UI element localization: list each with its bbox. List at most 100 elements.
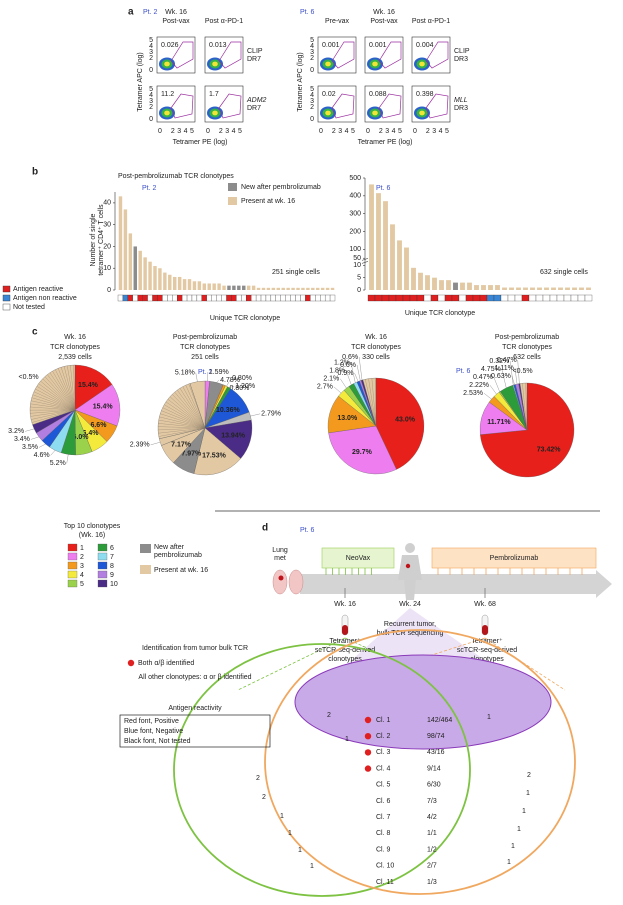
slice-divider bbox=[179, 388, 206, 429]
neovax-box bbox=[321, 547, 395, 569]
bar bbox=[182, 279, 187, 290]
bar bbox=[418, 272, 423, 290]
slice-divider bbox=[371, 378, 377, 427]
bar bbox=[133, 246, 137, 290]
reactivity-cell bbox=[500, 294, 509, 302]
slice-divider bbox=[55, 369, 76, 411]
panel-label: c bbox=[32, 327, 38, 338]
wk16-set bbox=[173, 643, 471, 897]
slice-divider bbox=[63, 366, 76, 411]
set-count: 1 bbox=[288, 830, 292, 837]
bar bbox=[411, 267, 416, 290]
bar bbox=[148, 261, 152, 290]
cone-label: clonotypes bbox=[328, 656, 362, 663]
reactivity-cell bbox=[451, 294, 460, 302]
set-count: 1 bbox=[345, 736, 349, 743]
reactivity-cell bbox=[493, 294, 502, 302]
set-count: 1 bbox=[298, 847, 302, 854]
slice-label: 7.97% bbox=[181, 451, 202, 458]
bar bbox=[291, 287, 295, 290]
pie-title: Wk. 16 bbox=[64, 334, 86, 341]
reactivity-cell bbox=[147, 294, 153, 302]
y-tick-label: 0 bbox=[149, 67, 153, 74]
reactivity-cell bbox=[374, 294, 383, 302]
annotation: <0.5% bbox=[19, 374, 39, 381]
row-label: DR3 bbox=[454, 105, 468, 112]
bar bbox=[390, 224, 395, 290]
phase-label: NeoVax bbox=[346, 555, 371, 562]
set-count: 2 bbox=[262, 794, 266, 801]
leader-line bbox=[216, 379, 220, 383]
x-tick-label: 5 bbox=[445, 128, 449, 135]
clonotype-counts: 1/3 bbox=[427, 879, 437, 886]
bar bbox=[237, 285, 241, 290]
both-chains-dot bbox=[127, 659, 135, 667]
slice-divider bbox=[167, 399, 206, 429]
bar bbox=[453, 282, 458, 290]
x-tick-label: 4 bbox=[392, 128, 396, 135]
legend-label: All other clonotypes: α or β identified bbox=[138, 674, 251, 681]
x-tick-label: 4 bbox=[184, 128, 188, 135]
slice-divider bbox=[70, 365, 76, 411]
legend-label: pembrolizumab bbox=[154, 552, 202, 559]
bar bbox=[281, 287, 285, 290]
bar bbox=[158, 268, 162, 290]
bar bbox=[565, 287, 570, 290]
clonotype-name: Cl. 8 bbox=[376, 830, 391, 837]
reactivity-cell bbox=[265, 294, 272, 302]
slice-label: 15.4% bbox=[78, 382, 99, 389]
slice-label: 15.4% bbox=[93, 404, 114, 411]
bar bbox=[325, 287, 330, 290]
slice-divider bbox=[31, 409, 76, 423]
patient-label: Pt. 6 bbox=[456, 368, 471, 375]
week-label: Wk. 68 bbox=[474, 601, 496, 608]
cone-label: Tetramer⁺ bbox=[329, 638, 361, 645]
patient-body bbox=[398, 555, 422, 600]
reactivity-cell bbox=[479, 294, 488, 302]
pie-title: 2,539 cells bbox=[58, 354, 92, 361]
slice-divider bbox=[67, 365, 76, 411]
slice-divider bbox=[30, 409, 76, 414]
reactivity-cell bbox=[423, 294, 432, 302]
set-count: 1 bbox=[310, 863, 314, 870]
pie-title: Post-pembrolizumab bbox=[173, 334, 237, 341]
slice-label: 6.0% bbox=[73, 434, 90, 441]
reactivity-cell bbox=[458, 294, 467, 302]
slice-label: 17.53% bbox=[202, 453, 227, 460]
y-tick-label: 500 bbox=[349, 175, 361, 182]
slice-divider bbox=[165, 401, 206, 429]
slice-divider bbox=[49, 372, 76, 411]
cell-density bbox=[419, 61, 425, 67]
bar bbox=[251, 285, 256, 290]
patient-label: Pt. 2 bbox=[142, 185, 157, 192]
reactivity-cell bbox=[472, 294, 481, 302]
reactivity-cell bbox=[324, 294, 331, 302]
cone-label: Tetramer⁺ bbox=[471, 638, 503, 645]
reactivity-cell bbox=[152, 294, 158, 302]
reactivity-cell bbox=[201, 294, 207, 302]
slice-divider bbox=[52, 370, 76, 411]
reactivity-cell bbox=[260, 294, 267, 302]
gate-value: 0.02 bbox=[322, 91, 336, 98]
x-tick-label: 3 bbox=[385, 128, 389, 135]
bar bbox=[217, 283, 221, 290]
y-tick-label: 5 bbox=[357, 275, 361, 282]
reactivity-cell bbox=[177, 294, 183, 302]
reactivity-cell bbox=[280, 294, 286, 302]
y-tick-label: 5 bbox=[149, 86, 153, 93]
legend-swatch bbox=[2, 303, 11, 311]
slice-label: 73.42% bbox=[537, 446, 562, 453]
set-count: 1 bbox=[507, 859, 511, 866]
clonotype-name: Cl. 6 bbox=[376, 798, 391, 805]
column-header: Pre-vax bbox=[325, 18, 350, 25]
row-label: DR7 bbox=[247, 56, 261, 63]
patient-label: Pt. 6 bbox=[300, 9, 315, 16]
cone-label: clonotypes bbox=[470, 656, 504, 663]
leader-line bbox=[50, 450, 56, 456]
legend-swatch bbox=[67, 561, 78, 570]
bar bbox=[467, 282, 472, 290]
slice-divider bbox=[42, 378, 76, 411]
legend-title: Top 10 clonotypes bbox=[64, 523, 121, 530]
reactivity-cell bbox=[236, 294, 242, 302]
